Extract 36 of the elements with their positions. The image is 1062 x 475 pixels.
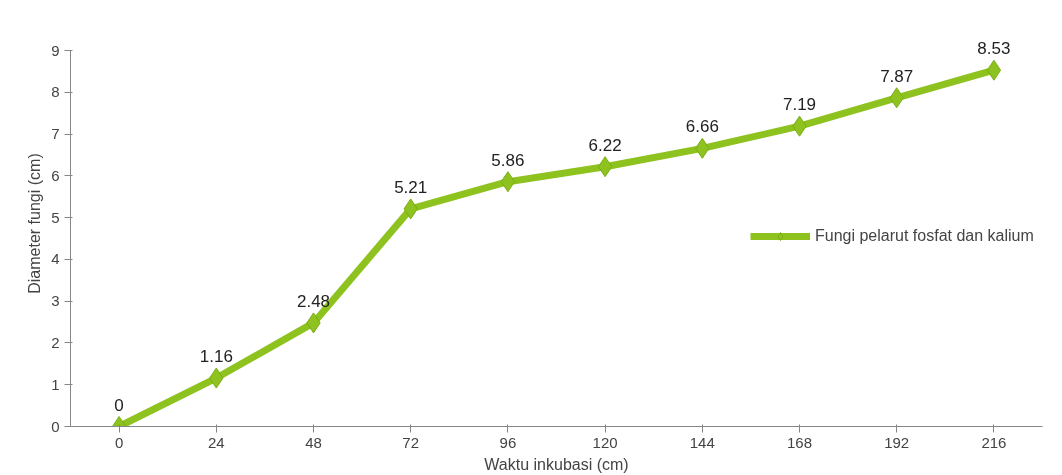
- y-tick-label: 1: [51, 375, 60, 393]
- x-tick-label: 48: [305, 433, 322, 451]
- data-label: 6.66: [685, 117, 719, 137]
- y-tick-label: 0: [51, 417, 60, 435]
- x-tick-label: 168: [786, 433, 813, 451]
- x-tick-label: 216: [981, 433, 1007, 451]
- x-tick-label: 24: [207, 433, 225, 451]
- x-tick-label: 72: [402, 433, 420, 451]
- y-tick-label: 5: [51, 208, 60, 226]
- x-tick-label: 0: [114, 433, 124, 451]
- x-tick-label: 120: [592, 433, 618, 451]
- y-tick-label: 8: [51, 83, 60, 101]
- data-label: 7.87: [880, 66, 914, 86]
- x-tick-label: 192: [884, 433, 910, 451]
- data-label: 0: [114, 395, 124, 415]
- data-label: 1.16: [199, 347, 233, 367]
- y-tick-label: 7: [51, 125, 60, 143]
- data-label: 5.86: [491, 150, 525, 170]
- y-tick-label: 6: [51, 166, 60, 184]
- y-tick-label: 4: [51, 250, 60, 268]
- y-tick-label: 3: [51, 292, 60, 310]
- point: [597, 156, 613, 178]
- data-label: 5.21: [394, 177, 428, 197]
- point: [986, 59, 1002, 81]
- x-tick-label: 144: [689, 433, 715, 451]
- data-label: 7.19: [782, 95, 817, 115]
- y-tick-label: 2: [51, 333, 60, 351]
- point: [500, 171, 516, 193]
- x-axis-title: Waktu inkubasi (cm): [484, 455, 629, 473]
- x-tick-label: 96: [499, 433, 517, 451]
- data-label: 8.53: [977, 39, 1011, 59]
- data-label: 2.48: [296, 291, 331, 311]
- y-axis-title: Diameter fungi (cm): [26, 153, 44, 294]
- y-tick-label: 9: [51, 41, 60, 59]
- legend-label: Fungi pelarut fosfat dan kalium: [815, 227, 1034, 245]
- data-label: 6.22: [588, 135, 622, 155]
